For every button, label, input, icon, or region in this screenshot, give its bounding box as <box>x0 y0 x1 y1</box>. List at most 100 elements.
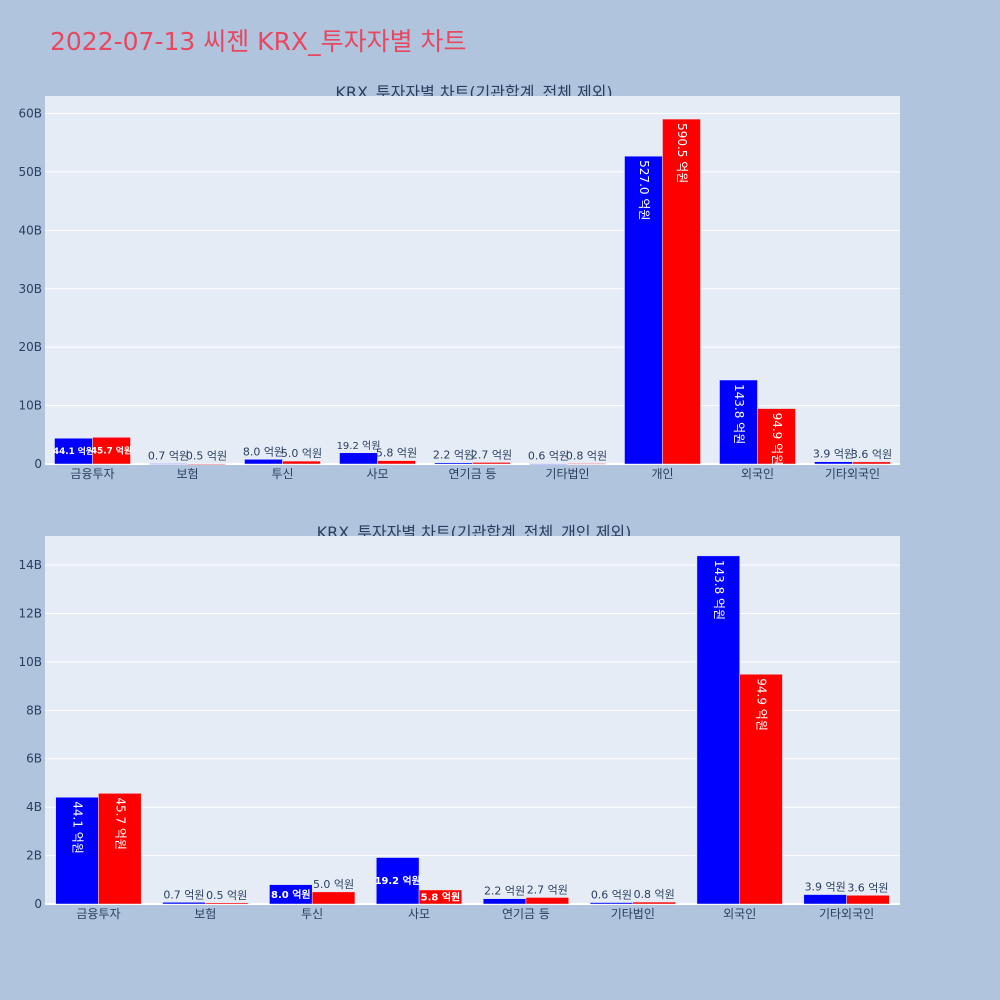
chart-2-data-label: 2.7 억원 <box>527 883 568 896</box>
chart-1-xtick-label: 외국인 <box>741 467 774 481</box>
chart-1-ytick-label: 10B <box>18 399 42 413</box>
chart-2-bar <box>162 902 206 905</box>
chart-1-bar <box>339 452 378 465</box>
chart-2-bar <box>803 894 847 905</box>
chart-1-data-label: 143.8 억원 <box>732 384 746 444</box>
chart-2-data-label: 19.2 억원 <box>375 874 421 887</box>
chart-1-data-label: 5.0 억원 <box>281 447 322 460</box>
chart-1-bar <box>149 463 188 465</box>
chart-1-ytick-label: 30B <box>18 282 42 296</box>
chart-2-ytick-label: 12B <box>18 606 42 620</box>
chart-1-xtick-label: 사모 <box>366 467 388 481</box>
chart-1-data-label: 94.9 억원 <box>770 413 784 466</box>
chart-2-data-label: 5.0 억원 <box>313 878 354 891</box>
chart-1-xtick-label: 투신 <box>271 467 293 481</box>
chart-2-data-label: 0.5 억원 <box>206 889 247 902</box>
chart-1-data-label: 19.2 억원 <box>337 440 381 452</box>
chart-1-data-label: 0.6 억원 <box>528 450 569 463</box>
chart-2-ytick-label: 0 <box>34 897 42 911</box>
chart-1-data-label: 5.8 억원 <box>376 447 417 460</box>
chart-1-data-label: 3.6 억원 <box>851 448 892 461</box>
chart-1-data-label: 2.2 억원 <box>433 449 474 462</box>
chart-1-bar <box>852 461 891 465</box>
page-title: 2022-07-13 씨젠 KRX_투자자별 차트 <box>50 27 467 56</box>
chart-1-data-label: 3.9 억원 <box>813 448 854 461</box>
chart-1-data-label: 8.0 억원 <box>243 445 284 458</box>
chart-1-bar <box>567 463 606 465</box>
chart-2-bar <box>846 895 890 905</box>
chart-2-ytick-label: 6B <box>26 752 42 766</box>
chart-2-bar <box>525 897 569 905</box>
chart-2-bar <box>418 889 463 905</box>
chart-1-bar <box>92 437 131 465</box>
chart-2-data-label: 0.7 억원 <box>163 888 204 901</box>
chart-2-data-label: 44.1 억원 <box>71 801 85 854</box>
chart-2-bar <box>311 891 356 905</box>
chart-1-data-label: 590.5 억원 <box>675 123 689 183</box>
chart-1-data-label: 44.1 억원 <box>53 445 94 457</box>
chart-1-xtick-label: 기타법인 <box>545 467 589 481</box>
chart-1-bar <box>529 463 568 465</box>
chart-2-bar <box>589 902 634 905</box>
chart-2-ytick-label: 4B <box>26 800 42 814</box>
chart-1-bar <box>187 463 226 465</box>
chart-2-bar <box>696 555 740 905</box>
chart-2-bar <box>376 857 420 905</box>
chart-2-data-label: 3.9 억원 <box>805 881 846 894</box>
chart-2-ytick-label: 2B <box>26 849 42 863</box>
chart-1-data-label: 527.0 억원 <box>637 160 651 220</box>
chart-2-xtick-label: 연기금 등 <box>502 907 550 921</box>
chart-2-xtick-label: 기타외국인 <box>819 907 874 921</box>
chart-2-data-label: 45.7 억원 <box>113 797 127 850</box>
chart-1-bar <box>662 118 701 465</box>
chart-2-xtick-label: 투신 <box>301 907 323 921</box>
chart-1-xtick-label: 기타외국인 <box>825 467 880 481</box>
chart-1-data-label: 0.5 억원 <box>186 450 227 463</box>
chart-2-ytick-label: 14B <box>18 558 42 572</box>
chart-2-data-label: 2.2 억원 <box>484 885 525 898</box>
chart-1-bar <box>54 437 93 465</box>
chart-1-xtick-label: 보험 <box>176 467 198 481</box>
chart-1-ytick-label: 20B <box>18 340 42 354</box>
chart-2-xtick-label: 사모 <box>408 907 430 921</box>
chart-2-bar <box>739 673 783 905</box>
chart-2-bar <box>482 898 527 905</box>
chart-1-bar <box>472 462 511 465</box>
chart-2-bar <box>55 796 99 905</box>
chart-1-data-label: 45.7 억원 <box>91 445 132 457</box>
chart-2-data-label: 3.6 억원 <box>847 881 888 894</box>
chart-1-bar <box>624 155 663 465</box>
chart-2-data-label: 143.8 억원 <box>712 560 726 620</box>
chart-1-bar <box>814 461 853 465</box>
chart-2-data-label: 0.6 억원 <box>591 889 632 902</box>
chart-1-ytick-label: 50B <box>18 165 42 179</box>
chart-2-ytick-label: 8B <box>26 703 42 717</box>
chart-2-bar <box>205 902 249 905</box>
chart-1-bar <box>757 408 796 465</box>
chart-1-bar <box>377 460 416 465</box>
chart-1-bar <box>434 462 473 465</box>
chart-2-bar <box>632 901 676 905</box>
chart-1-data-label: 2.7 억원 <box>471 448 512 461</box>
chart-2-xtick-label: 기타법인 <box>611 907 655 921</box>
chart-2-data-label: 8.0 억원 <box>271 888 311 901</box>
chart-1-bar <box>282 460 321 465</box>
chart-2-data-label: 5.8 억원 <box>421 890 461 903</box>
chart-1-bar <box>719 379 758 465</box>
chart-2-bar <box>98 793 142 905</box>
chart-2-xtick-label: 보험 <box>194 907 216 921</box>
chart-2-ytick-label: 10B <box>18 655 42 669</box>
chart-1-ytick-label: 0 <box>34 457 42 471</box>
chart-1-bar <box>244 459 283 465</box>
chart-1-xtick-label: 개인 <box>651 467 673 481</box>
chart-1-ytick-label: 60B <box>18 107 42 121</box>
chart-1-xtick-label: 연기금 등 <box>449 467 497 481</box>
chart-1-ytick-label: 40B <box>18 223 42 237</box>
chart-2-data-label: 94.9 억원 <box>755 678 769 731</box>
chart-2-xtick-label: 금융투자 <box>76 907 120 921</box>
chart-1-xtick-label: 금융투자 <box>70 467 114 481</box>
chart-1-data-label: 0.8 억원 <box>566 450 607 463</box>
chart-2-xtick-label: 외국인 <box>723 907 756 921</box>
chart-2-data-label: 0.8 억원 <box>634 888 675 901</box>
